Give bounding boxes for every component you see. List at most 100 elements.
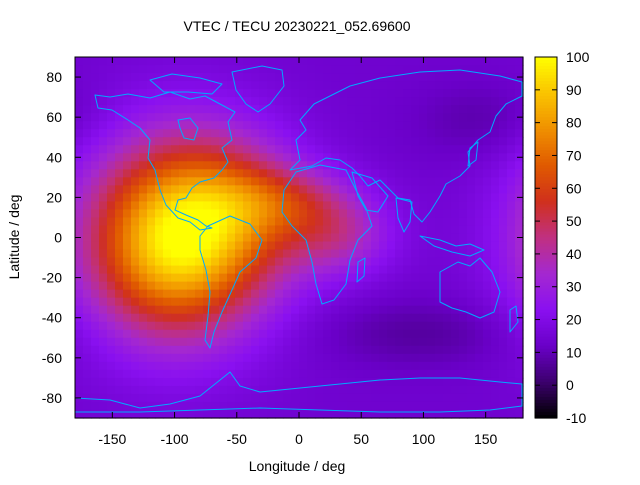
heatmap-cell <box>83 353 92 363</box>
heatmap-cell <box>499 65 508 74</box>
colorbar-segment <box>535 381 557 386</box>
heatmap-cell <box>155 97 164 106</box>
heatmap-cell <box>251 393 260 403</box>
heatmap-cell <box>203 305 212 315</box>
heatmap-cell <box>467 161 476 170</box>
heatmap-cell <box>315 57 324 66</box>
heatmap-cell <box>427 113 436 122</box>
heatmap-cells <box>75 57 524 419</box>
heatmap-cell <box>91 177 100 186</box>
heatmap-cell <box>179 313 188 323</box>
heatmap-cell <box>339 241 348 251</box>
heatmap-cell <box>483 57 492 66</box>
heatmap-cell <box>339 217 348 227</box>
heatmap-cell <box>459 313 468 323</box>
heatmap-cell <box>99 281 108 291</box>
heatmap-cell <box>219 233 228 243</box>
heatmap-cell <box>467 241 476 251</box>
heatmap-cell <box>403 113 412 122</box>
heatmap-cell <box>427 265 436 275</box>
heatmap-cell <box>163 241 172 251</box>
heatmap-cell <box>491 137 500 146</box>
colorbar-segment <box>535 408 557 413</box>
heatmap-cell <box>75 297 84 307</box>
heatmap-cell <box>403 249 412 259</box>
heatmap-cell <box>251 305 260 315</box>
heatmap-cell <box>115 113 124 122</box>
heatmap-cell <box>243 241 252 251</box>
heatmap-cell <box>275 209 284 219</box>
heatmap-cell <box>187 369 196 379</box>
heatmap-cell <box>227 297 236 307</box>
heatmap-cell <box>299 65 308 74</box>
heatmap-cell <box>435 345 444 355</box>
heatmap-cell <box>83 337 92 347</box>
colorbar-segment <box>535 96 557 100</box>
heatmap-cell <box>251 113 260 122</box>
heatmap-cell <box>131 73 140 82</box>
heatmap-cell <box>475 81 484 90</box>
heatmap-cell <box>427 81 436 90</box>
heatmap-cell <box>227 137 236 146</box>
heatmap-cell <box>331 273 340 283</box>
heatmap-cell <box>379 265 388 275</box>
heatmap-cell <box>243 153 252 162</box>
heatmap-cell <box>195 337 204 347</box>
heatmap-cell <box>491 345 500 355</box>
heatmap-cell <box>83 129 92 138</box>
heatmap-cell <box>107 145 116 154</box>
heatmap-cell <box>403 297 412 307</box>
heatmap-cell <box>155 297 164 307</box>
heatmap-cell <box>283 241 292 251</box>
heatmap-cell <box>131 121 140 130</box>
heatmap-cell <box>355 321 364 331</box>
heatmap-cell <box>251 265 260 275</box>
colorbar-segment <box>535 183 557 187</box>
heatmap-cell <box>427 353 436 363</box>
heatmap-cell <box>427 385 436 395</box>
heatmap-cell <box>147 225 156 235</box>
heatmap-cell <box>107 129 116 138</box>
heatmap-cell <box>331 169 340 178</box>
heatmap-cell <box>131 129 140 138</box>
heatmap-cell <box>459 217 468 227</box>
heatmap-cell <box>163 121 172 130</box>
heatmap-cell <box>107 345 116 355</box>
heatmap-cell <box>283 185 292 194</box>
heatmap-cell <box>491 193 500 202</box>
heatmap-cell <box>91 57 100 66</box>
heatmap-cell <box>107 169 116 178</box>
heatmap-cell <box>211 353 220 363</box>
heatmap-cell <box>147 121 156 130</box>
heatmap-cell <box>187 353 196 363</box>
colorbar-segment <box>535 270 557 275</box>
heatmap-cell <box>147 377 156 387</box>
heatmap-cell <box>515 121 524 130</box>
heatmap-cell <box>419 177 428 186</box>
heatmap-cell <box>91 409 100 419</box>
heatmap-cell <box>507 345 516 355</box>
heatmap-cell <box>419 361 428 371</box>
heatmap-cell <box>499 217 508 227</box>
heatmap-cell <box>387 73 396 82</box>
heatmap-cell <box>347 145 356 154</box>
colorbar-segment <box>535 153 557 157</box>
heatmap-cell <box>75 65 84 74</box>
heatmap-cell <box>419 137 428 146</box>
heatmap-cell <box>275 81 284 90</box>
heatmap-cell <box>195 297 204 307</box>
heatmap-cell <box>491 177 500 186</box>
coastline-greenland <box>231 65 285 113</box>
heatmap-cell <box>403 89 412 98</box>
heatmap-cell <box>507 305 516 315</box>
heatmap-cell <box>155 201 164 211</box>
heatmap-cell <box>163 217 172 227</box>
heatmap-cell <box>267 57 276 66</box>
heatmap-cell <box>419 353 428 363</box>
heatmap-cell <box>259 121 268 130</box>
heatmap-cell <box>435 137 444 146</box>
heatmap-cell <box>147 353 156 363</box>
heatmap-cell <box>299 401 308 411</box>
heatmap-cell <box>395 241 404 251</box>
heatmap-cell <box>403 289 412 299</box>
